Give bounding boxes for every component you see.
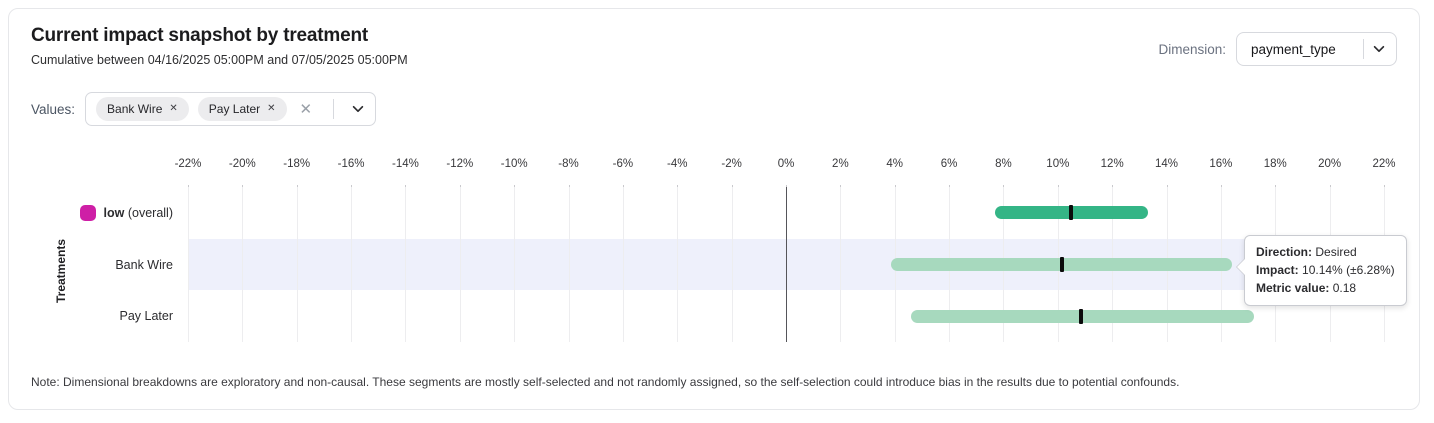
chip-remove-icon[interactable]: ✕ — [169, 103, 178, 114]
x-axis-tick-label: -2% — [721, 158, 742, 170]
x-axis-tick-label: -6% — [612, 158, 634, 170]
x-axis-tick-label: -20% — [228, 158, 256, 170]
date-range-subtitle: Cumulative between 04/16/2025 05:00PM an… — [31, 53, 408, 67]
tooltip-direction-label: Direction: — [1256, 245, 1313, 259]
x-axis-tick-label: -18% — [283, 158, 311, 170]
value-chip: Bank Wire ✕ — [96, 97, 189, 121]
x-axis-tick-label: 0% — [777, 158, 795, 170]
header-text: Current impact snapshot by treatment Cum… — [31, 25, 408, 67]
dimension-label: Dimension: — [1158, 41, 1226, 57]
row-label-text: Bank Wire — [115, 257, 173, 272]
x-axis-tick-label: -10% — [500, 158, 528, 170]
dimension-selected-value: payment_type — [1251, 41, 1336, 57]
x-axis-tick-label: 12% — [1100, 158, 1124, 170]
x-axis-tick-label: -4% — [667, 158, 688, 170]
gridline — [188, 187, 189, 342]
impact-snapshot-card: Current impact snapshot by treatment Cum… — [8, 8, 1420, 410]
gridline — [840, 187, 842, 342]
clear-values-icon[interactable]: ✕ — [299, 100, 313, 118]
chevron-down-icon[interactable] — [351, 102, 365, 116]
x-axis-tick-label: 4% — [886, 158, 904, 170]
x-axis-tick-label: 2% — [832, 158, 849, 170]
gridline — [514, 187, 516, 342]
tooltip-metric-label: Metric value: — [1256, 281, 1330, 295]
x-axis-tick-label: -16% — [337, 158, 365, 170]
tooltip-impact-value: 10.14% (±6.28%) — [1302, 263, 1395, 277]
tooltip-metric-value: 0.18 — [1332, 281, 1357, 295]
row-label-low: low (overall) — [31, 203, 173, 223]
impact-chart: Treatments Direction: Desired Impact: 10… — [31, 152, 1421, 342]
x-axis-tick-label: 20% — [1318, 158, 1342, 170]
gridline — [568, 187, 570, 342]
gridline — [459, 187, 461, 342]
x-axis-tick-label: -8% — [558, 158, 579, 170]
value-chip-label: Bank Wire — [107, 102, 163, 116]
impact-marker — [1078, 308, 1083, 324]
values-label: Values: — [31, 101, 76, 117]
gridline — [731, 187, 733, 342]
legend-swatch — [79, 204, 96, 221]
gridline — [677, 187, 679, 342]
values-chips: Bank Wire ✕ Pay Later ✕ — [96, 97, 287, 121]
page-title: Current impact snapshot by treatment — [31, 25, 368, 46]
impact-marker — [1059, 257, 1064, 272]
dimension-control: Dimension: payment_type — [1158, 32, 1397, 66]
tooltip-impact-row: Impact: 10.14% (±6.28%) — [1256, 261, 1395, 279]
gridline — [296, 187, 298, 342]
values-divider — [333, 99, 335, 119]
x-axis-tick-label: -12% — [446, 158, 474, 170]
tooltip-metric-row: Metric value: 0.18 — [1256, 279, 1395, 297]
dimension-select[interactable]: payment_type — [1236, 32, 1397, 66]
chip-remove-icon[interactable]: ✕ — [267, 103, 276, 114]
gridline — [405, 187, 407, 342]
gridline — [351, 187, 353, 342]
x-axis-tick-label: -14% — [392, 158, 419, 170]
x-axis-tick-label: 14% — [1155, 158, 1179, 170]
value-chip: Pay Later ✕ — [197, 97, 287, 121]
row-label-text: low (overall) — [103, 205, 173, 220]
tooltip-impact-label: Impact: — [1256, 263, 1299, 277]
gridline — [622, 187, 624, 342]
x-axis-tick-label: -22% — [174, 158, 202, 170]
gridline — [242, 187, 244, 342]
zero-line — [786, 187, 787, 342]
values-multiselect[interactable]: Bank Wire ✕ Pay Later ✕ ✕ — [85, 92, 377, 126]
row-label-pay-later: Pay Later — [31, 306, 173, 326]
x-axis-tick-label: 18% — [1263, 158, 1287, 170]
card-header: Current impact snapshot by treatment Cum… — [9, 9, 1419, 67]
tooltip-direction-value: Desired — [1315, 245, 1357, 259]
x-axis-tick-label: 6% — [940, 158, 958, 170]
row-label-bank-wire: Bank Wire — [31, 255, 173, 275]
value-chip-label: Pay Later — [208, 102, 261, 116]
tooltip: Direction: Desired Impact: 10.14% (±6.28… — [1236, 235, 1407, 306]
select-divider — [1363, 39, 1364, 59]
footnote: Note: Dimensional breakdowns are explora… — [31, 375, 1180, 389]
x-axis-tick-label: 10% — [1046, 158, 1070, 170]
values-filter: Values: Bank Wire ✕ Pay Later ✕ ✕ — [31, 92, 1397, 126]
x-axis-tick-label: 22% — [1372, 158, 1396, 170]
x-axis-tick-label: 16% — [1209, 158, 1233, 170]
row-label-text: Pay Later — [119, 309, 173, 324]
chevron-down-icon — [1372, 42, 1386, 56]
tooltip-direction-row: Direction: Desired — [1256, 243, 1395, 261]
x-axis-tick-label: 8% — [995, 158, 1012, 170]
impact-marker — [1069, 205, 1074, 221]
